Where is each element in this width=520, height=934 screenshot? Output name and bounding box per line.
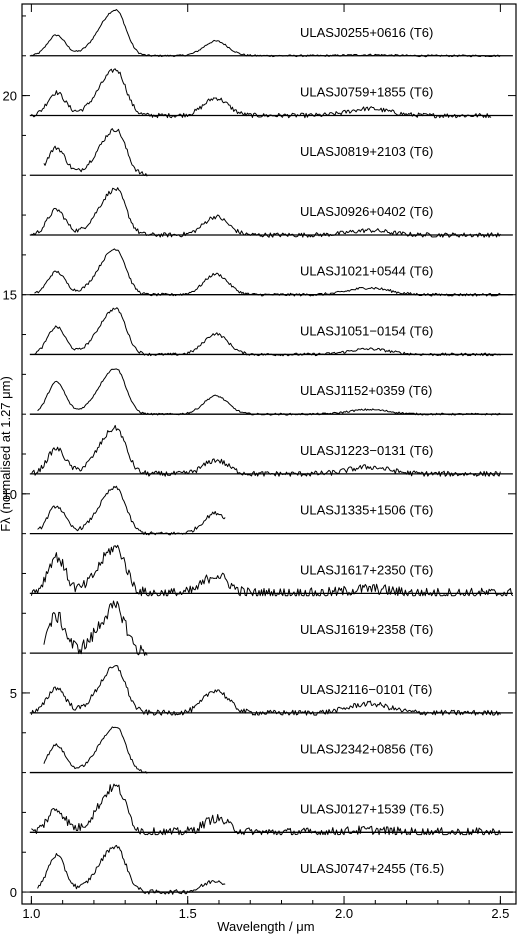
series-label-10: ULASJ1619+2358 (T6)	[300, 622, 433, 637]
series-label-5: ULASJ1051−0154 (T6)	[300, 323, 433, 338]
series-label-1: ULASJ0759+1855 (T6)	[300, 85, 433, 100]
x-ticks-group: 1.0 1.5 2.0 2.5	[22, 4, 509, 921]
series-label-11: ULASJ2116−0101 (T6)	[300, 682, 432, 697]
spectrum-line-6	[37, 368, 501, 416]
spectrum-line-1	[31, 68, 492, 119]
y-tick-label-0: 0	[10, 885, 17, 900]
series-labels-group: ULASJ0255+0616 (T6) ULASJ0759+1855 (T6) UL…	[300, 25, 444, 876]
spectrum-line-8	[37, 485, 226, 536]
spectrum-line-5	[34, 307, 501, 357]
y-axis-label: Fλ (normalised at 1.27 μm)	[0, 376, 13, 532]
spectrum-line-7	[30, 424, 501, 477]
series-label-14: ULASJ0747+2455 (T6.5)	[300, 861, 444, 876]
x-axis-label: Wavelength / μm	[217, 919, 314, 934]
spectrum-line-11	[30, 665, 501, 716]
series-label-6: ULASJ1152+0359 (T6)	[300, 383, 432, 398]
spectrum-line-4	[34, 248, 501, 297]
series-label-13: ULASJ0127+1539 (T6.5)	[300, 801, 444, 816]
spectrum-line-14	[37, 844, 226, 895]
series-label-7: ULASJ1223−0131 (T6)	[300, 443, 433, 458]
spectrum-line-13	[31, 783, 501, 836]
y-tick-label-1: 5	[10, 686, 17, 701]
y-tick-label-4: 20	[3, 89, 17, 104]
series-label-9: ULASJ1617+2350 (T6)	[300, 562, 433, 577]
series-label-3: ULASJ0926+0402 (T6)	[300, 204, 433, 219]
spectrum-line-12	[43, 726, 148, 774]
y-ticks-group: 0 5 10 15 20	[3, 15, 516, 900]
series-label-2: ULASJ0819+2103 (T6)	[300, 144, 433, 159]
series-label-12: ULASJ2342+0856 (T6)	[300, 742, 433, 757]
spectrum-line-9	[30, 544, 514, 597]
plot-frame	[21, 3, 517, 905]
x-tick-label-1: 1.5	[179, 906, 197, 921]
x-tick-label-2: 2.0	[335, 906, 353, 921]
spectrum-line-2	[43, 128, 148, 177]
spectrum-line-3	[31, 187, 501, 238]
y-tick-label-2: 10	[3, 487, 17, 502]
spectrum-line-0	[31, 9, 501, 58]
series-label-8: ULASJ1335+1506 (T6)	[300, 503, 433, 518]
y-tick-label-3: 15	[3, 288, 17, 303]
x-tick-label-0: 1.0	[22, 906, 40, 921]
spectra-group	[30, 9, 514, 895]
series-label-4: ULASJ1021+0544 (T6)	[300, 264, 433, 279]
spectrum-line-10	[43, 600, 148, 656]
x-tick-label-3: 2.5	[491, 906, 509, 921]
series-label-0: ULASJ0255+0616 (T6)	[300, 25, 433, 40]
